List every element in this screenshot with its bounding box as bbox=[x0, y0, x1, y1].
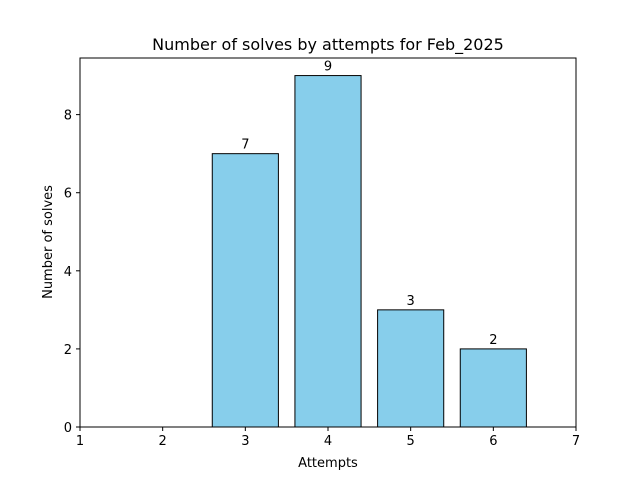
x-tick-label-2: 2 bbox=[159, 434, 167, 449]
plot-frame bbox=[79, 57, 577, 428]
x-tick-label-3: 3 bbox=[241, 434, 249, 449]
bars-group: 7 9 3 2 bbox=[211, 60, 527, 428]
y-tick-label-8: 8 bbox=[64, 109, 72, 124]
bar-6 bbox=[459, 348, 527, 428]
bar-4 bbox=[294, 75, 362, 428]
y-tick-label-4: 4 bbox=[64, 265, 72, 280]
chart-title: Number of solves by attempts for Feb_202… bbox=[152, 35, 504, 55]
x-tick-label-7: 7 bbox=[572, 434, 580, 449]
x-tick-label-1: 1 bbox=[76, 434, 84, 449]
x-axis-label: Attempts bbox=[298, 456, 358, 471]
data-label-4: 9 bbox=[324, 60, 332, 75]
y-tick-label-2: 2 bbox=[64, 343, 72, 358]
x-tick-label-5: 5 bbox=[407, 434, 415, 449]
x-tick-label-6: 6 bbox=[489, 434, 497, 449]
y-tick-label-6: 6 bbox=[64, 187, 72, 202]
x-axis: 1 2 3 4 5 6 7 bbox=[76, 427, 580, 449]
x-tick-label-4: 4 bbox=[324, 434, 332, 449]
y-tick-label-0: 0 bbox=[64, 421, 72, 436]
data-label-5: 3 bbox=[407, 294, 415, 309]
data-label-3: 7 bbox=[241, 138, 249, 153]
y-axis-label: Number of solves bbox=[41, 185, 56, 299]
data-label-6: 2 bbox=[489, 333, 497, 348]
y-axis: 0 2 4 6 8 bbox=[64, 109, 80, 436]
bar-5 bbox=[377, 309, 445, 428]
bar-3 bbox=[211, 153, 279, 428]
